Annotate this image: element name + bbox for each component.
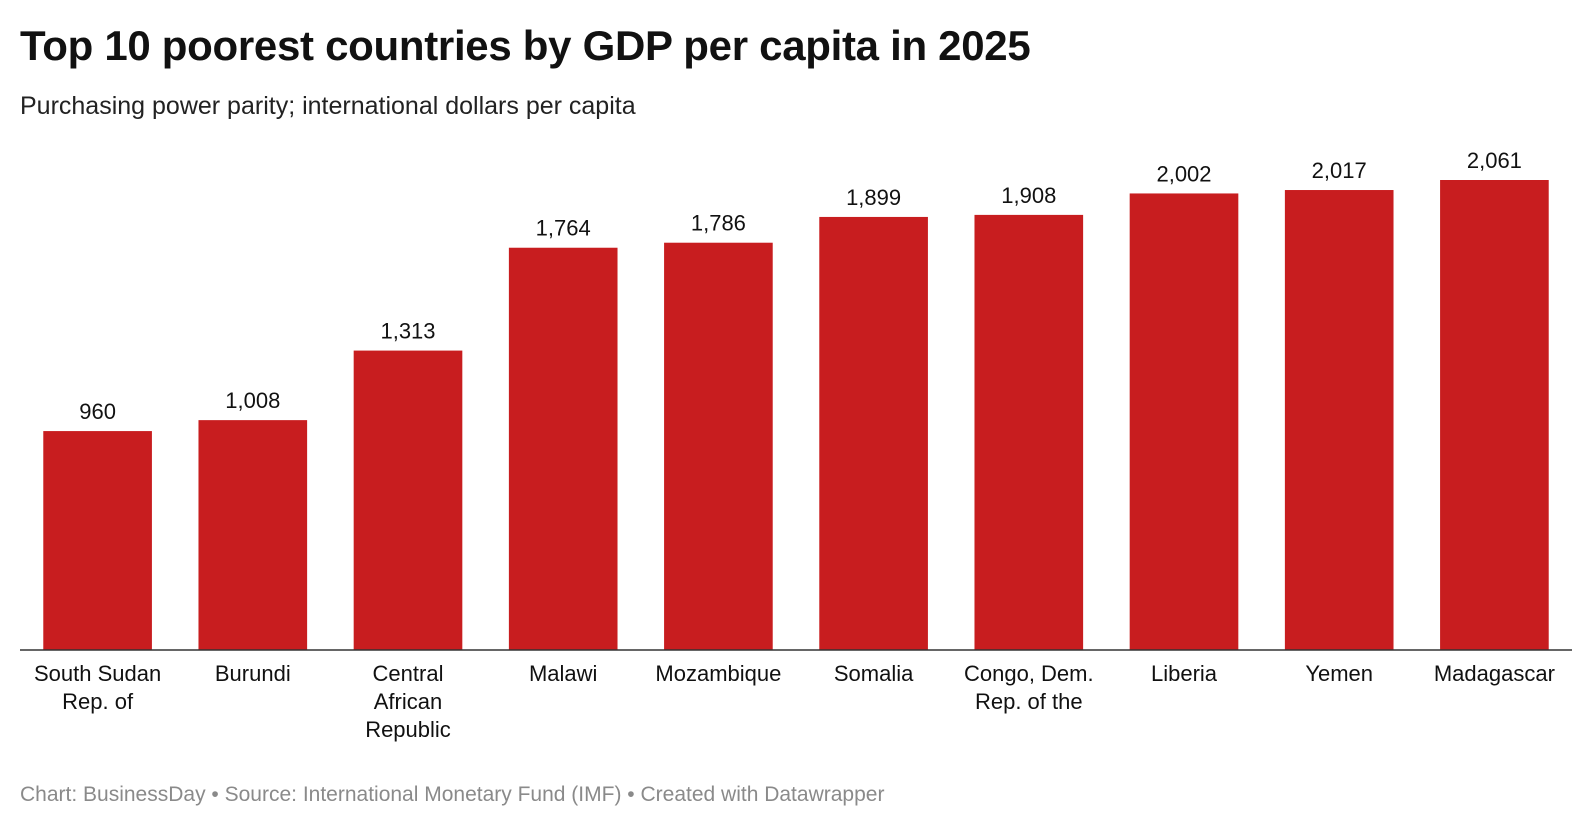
category-label-0: South Sudan Rep. of <box>34 661 161 714</box>
bar-7 <box>1129 193 1239 650</box>
value-label-5: 1,899 <box>846 185 901 210</box>
category-label-line: Burundi <box>215 661 291 686</box>
category-label-line: African <box>374 689 442 714</box>
category-label-line: Central <box>373 661 444 686</box>
footer-separator: • <box>621 783 641 806</box>
category-label-line: Rep. of <box>62 689 134 714</box>
bar-8 <box>1284 190 1394 650</box>
chart-footer: Chart: BusinessDay • Source: Internation… <box>20 781 884 809</box>
chart-subtitle: Purchasing power parity; international d… <box>20 92 636 120</box>
bar-6 <box>974 214 1084 650</box>
bar-3 <box>508 247 618 651</box>
bar-2 <box>353 350 463 650</box>
category-label-line: Mozambique <box>655 661 781 686</box>
footer-separator: • <box>205 783 225 806</box>
tool-credit: Created with Datawrapper <box>640 783 885 806</box>
category-label-line: Madagascar <box>1434 661 1555 686</box>
value-label-6: 1,908 <box>1001 183 1056 208</box>
category-label-4: Mozambique <box>655 661 781 686</box>
value-label-7: 2,002 <box>1156 161 1211 186</box>
bars-group <box>43 180 1549 651</box>
category-label-5: Somalia <box>834 661 914 686</box>
category-label-6: Congo, Dem. Rep. of the <box>964 661 1094 714</box>
category-labels-group: South Sudan Rep. of Burundi Central African R… <box>34 661 1555 742</box>
bar-5 <box>819 216 928 650</box>
value-label-0: 960 <box>79 399 116 424</box>
category-label-line: Republic <box>365 717 451 742</box>
category-label-line: Malawi <box>529 661 597 686</box>
category-label-8: Yemen <box>1305 661 1373 686</box>
bar-1 <box>198 420 308 650</box>
category-label-line: Liberia <box>1151 661 1218 686</box>
chart-credit: Chart: BusinessDay <box>20 783 206 806</box>
source-credit: Source: International Monetary Fund (IMF… <box>224 783 622 806</box>
category-label-line: Somalia <box>834 661 914 686</box>
chart-title: Top 10 poorest countries by GDP per capi… <box>20 22 1031 69</box>
value-label-4: 1,786 <box>691 211 746 236</box>
category-label-9: Madagascar <box>1434 661 1555 686</box>
bar-0 <box>43 431 152 650</box>
category-label-line: Rep. of the <box>975 689 1083 714</box>
category-label-7: Liberia <box>1151 661 1218 686</box>
bar-9 <box>1440 180 1549 650</box>
category-label-line: Yemen <box>1305 661 1373 686</box>
value-label-3: 1,764 <box>536 216 591 241</box>
category-label-line: South Sudan <box>34 661 161 686</box>
value-label-8: 2,017 <box>1312 158 1367 183</box>
value-labels-group: 960 1,008 1,313 1,764 1,786 1,899 1,908 2,002 2,… <box>79 148 1522 424</box>
value-label-2: 1,313 <box>380 319 435 344</box>
bar-4 <box>664 242 773 650</box>
category-label-2: Central African Republic <box>365 661 451 742</box>
category-label-3: Malawi <box>529 661 597 686</box>
bar-chart: 960 1,008 1,313 1,764 1,786 1,899 1,908 2,002 2,… <box>20 148 1572 742</box>
value-label-1: 1,008 <box>225 388 280 413</box>
value-label-9: 2,061 <box>1467 148 1522 173</box>
category-label-line: Congo, Dem. <box>964 661 1094 686</box>
category-label-1: Burundi <box>215 661 291 686</box>
